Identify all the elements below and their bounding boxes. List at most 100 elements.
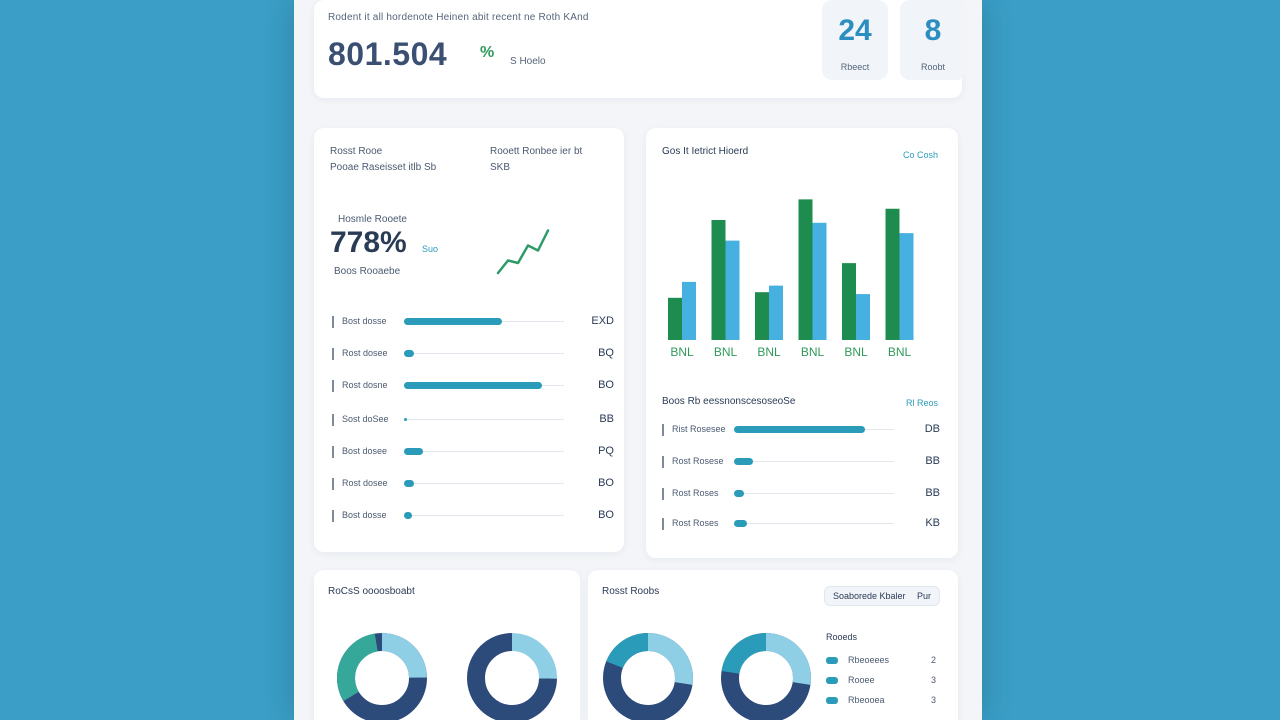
bar-series-2-4[interactable] [812, 222, 827, 340]
donut-chart-3 [603, 633, 693, 720]
legend-item: Rooee 3 [826, 674, 936, 688]
row-marker [332, 478, 334, 490]
row-fill [734, 490, 744, 497]
legend-label: Rbeooea [848, 695, 885, 705]
row-track [404, 515, 564, 516]
row-marker [332, 510, 334, 522]
filter-dropdown[interactable]: Soaborede Kbaler Pur [824, 586, 940, 606]
chart-list-link[interactable]: Rl Reos [905, 398, 938, 408]
chart-list-row[interactable]: Rist Rosesee DB [662, 422, 940, 438]
stat-label: Roobt [920, 62, 946, 72]
metric-row[interactable]: Sost doSee BB [332, 412, 614, 428]
dashboard-page: Rodent it all hordenote Heinen abit rece… [294, 0, 982, 720]
row-value: BB [599, 413, 614, 425]
row-value: BB [925, 455, 940, 467]
metrics-head-title: Rooett Ronbee ier bt [490, 146, 583, 157]
metric-row[interactable]: Rost dosee BQ [332, 346, 614, 362]
bar-series-1-2[interactable] [711, 220, 726, 340]
row-value: BB [925, 487, 940, 499]
metrics-head-left: Rosst Rooe Pooae Raseisset itlb Sb [330, 144, 436, 176]
legend-value: 3 [930, 695, 936, 705]
metrics-big-delta: Suo [422, 244, 439, 254]
metrics-head-title: Rosst Rooe [330, 146, 383, 157]
row-marker [662, 488, 664, 500]
row-fill [404, 480, 414, 487]
header-total-value: 801.504 [328, 36, 448, 72]
filter-label: Soaborede Kbaler [833, 591, 906, 601]
row-marker [332, 316, 334, 328]
stat-value: 24 [838, 14, 872, 47]
row-marker [332, 446, 334, 458]
bar-series-1-3[interactable] [755, 292, 769, 340]
row-track [734, 493, 894, 494]
row-label: Rost dosee [342, 348, 388, 358]
row-label: Rist Rosesee [672, 424, 726, 434]
row-fill [734, 426, 866, 433]
bar-series-1-1[interactable] [668, 297, 682, 340]
legend-title: Rooeds [826, 632, 858, 642]
metrics-head-right: Rooett Ronbee ier bt SKB [490, 144, 582, 176]
bar-series-2-3[interactable] [769, 285, 783, 340]
x-tick-label: BNL [670, 345, 694, 359]
legend-item: Rbeoeees 2 [826, 654, 936, 668]
row-label: Bost dosse [342, 316, 387, 326]
row-fill [404, 382, 542, 389]
row-track [404, 483, 564, 484]
x-tick-label: BNL [888, 345, 912, 359]
row-label: Sost doSee [342, 414, 389, 424]
row-marker [332, 380, 334, 392]
stat-value: 8 [924, 14, 942, 47]
row-marker [662, 456, 664, 468]
chart-list-row[interactable]: Rost Roses KB [662, 516, 940, 532]
stat-card-1[interactable]: 24 Rbeect [822, 0, 888, 80]
legend-label: Rooee [848, 675, 875, 685]
donut-segment [603, 633, 693, 720]
row-fill [404, 350, 414, 357]
donut-card-title: RoCsS oooosboabt [328, 586, 415, 597]
row-label: Rost dosee [342, 478, 388, 488]
stat-card-2[interactable]: 8 Roobt [900, 0, 966, 80]
row-marker [332, 348, 334, 360]
donut-segment [467, 633, 557, 720]
header-caption: Rodent it all hordenote Heinen abit rece… [328, 12, 589, 23]
metrics-sub-caption: Hosmle Rooete [338, 214, 407, 225]
bar-series-1-5[interactable] [842, 263, 856, 340]
row-value: KB [925, 517, 940, 529]
row-label: Rost dosne [342, 380, 388, 390]
metric-row[interactable]: Rost dosee BO [332, 476, 614, 492]
row-track [734, 461, 894, 462]
legend-value: 2 [930, 655, 936, 665]
header-delta: % [480, 44, 495, 61]
row-label: Rost Roses [672, 488, 719, 498]
bar-series-2-1[interactable] [682, 281, 696, 340]
bar-series-2-5[interactable] [856, 294, 870, 340]
x-tick-label: BNL [844, 345, 868, 359]
row-value: BO [598, 477, 614, 489]
stat-label: Rbeect [840, 62, 870, 72]
donut-card-title: Rosst Roobs [602, 586, 660, 597]
row-track [734, 523, 894, 524]
bar-series-1-4[interactable] [798, 199, 813, 340]
chart-list-row[interactable]: Rost Rosese BB [662, 454, 940, 470]
donut-chart-4 [721, 633, 811, 720]
metrics-big-value: 778% [330, 226, 407, 259]
metric-row[interactable]: Bost dosse BO [332, 508, 614, 524]
row-track [404, 451, 564, 452]
sparkline-chart [496, 229, 550, 275]
bar-series-1-6[interactable] [885, 208, 900, 340]
filter-pill: Pur [916, 591, 931, 601]
bar-series-2-2[interactable] [725, 240, 740, 340]
metric-row[interactable]: Rost dosne BO [332, 378, 614, 394]
row-fill [404, 448, 424, 455]
metrics-card: Rosst Rooe Pooae Raseisset itlb Sb Rooet… [314, 128, 624, 552]
chart-link[interactable]: Co Cosh [902, 150, 938, 160]
donut-chart-1 [337, 633, 427, 720]
metric-row[interactable]: Bost dosee PQ [332, 444, 614, 460]
x-tick-label: BNL [714, 345, 738, 359]
row-marker [332, 414, 334, 426]
header-card: Rodent it all hordenote Heinen abit rece… [314, 0, 966, 98]
bar-series-2-6[interactable] [899, 233, 914, 340]
row-value: BO [598, 379, 614, 391]
metric-row[interactable]: Bost dosse EXD [332, 314, 614, 330]
chart-list-row[interactable]: Rost Roses BB [662, 486, 940, 502]
